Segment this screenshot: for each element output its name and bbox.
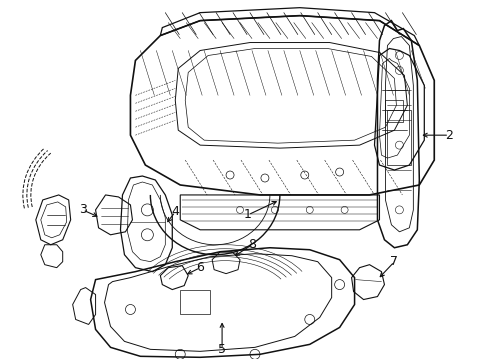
Text: 5: 5 bbox=[218, 343, 226, 356]
Text: 2: 2 bbox=[445, 129, 453, 142]
Text: 6: 6 bbox=[196, 261, 204, 274]
Text: 1: 1 bbox=[244, 208, 252, 221]
Text: 7: 7 bbox=[391, 255, 398, 268]
Text: 8: 8 bbox=[248, 238, 256, 251]
Text: 3: 3 bbox=[79, 203, 87, 216]
Bar bbox=[386, 100, 403, 122]
Bar bbox=[388, 110, 412, 165]
Bar bbox=[180, 289, 210, 315]
Text: 4: 4 bbox=[172, 205, 179, 219]
